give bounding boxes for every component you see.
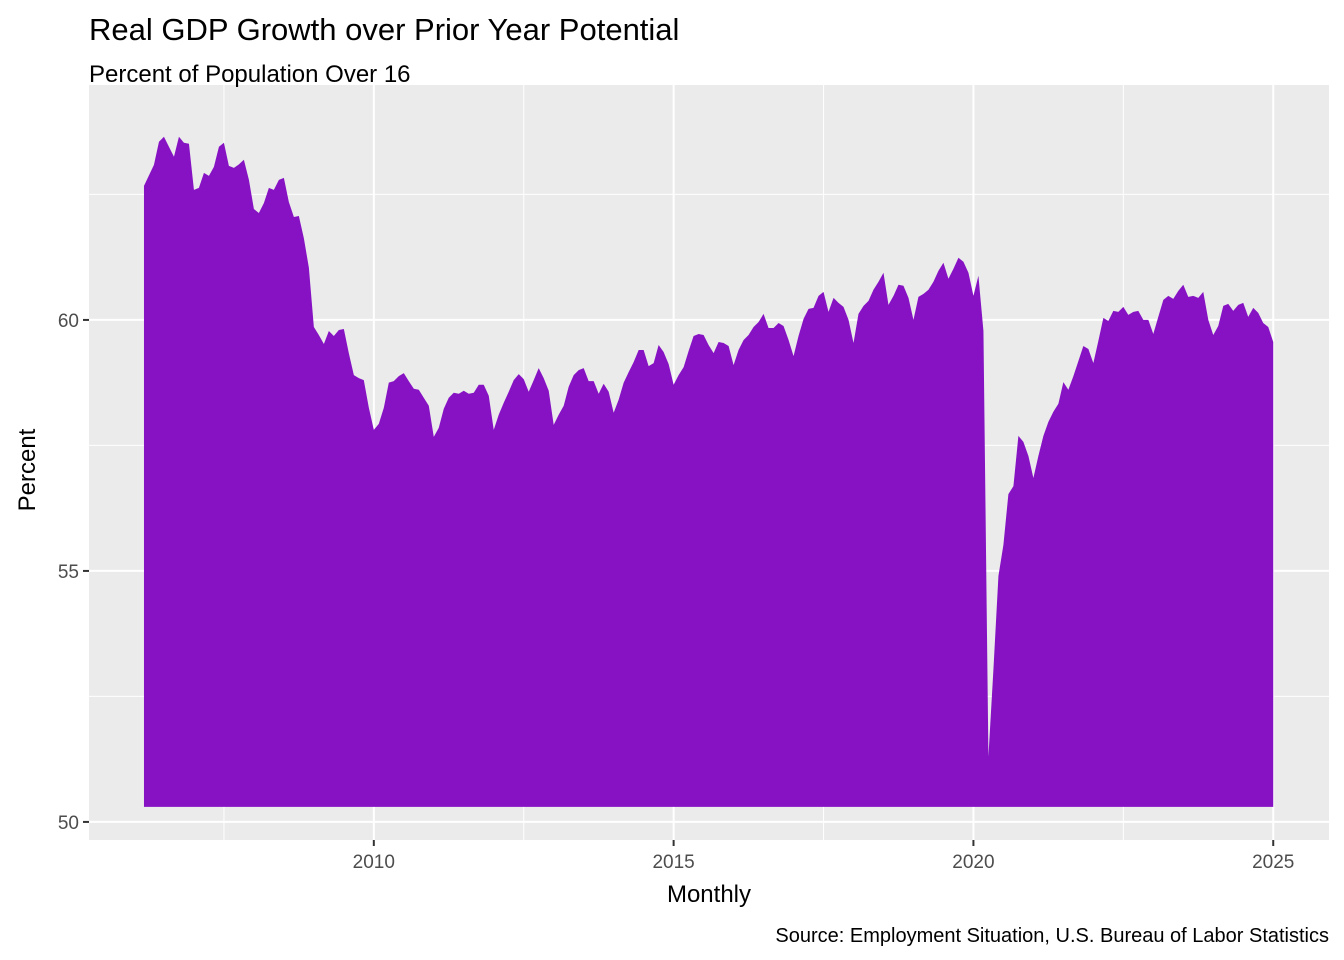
area <box>143 136 1274 807</box>
chart-title: Real GDP Growth over Prior Year Potentia… <box>89 12 679 47</box>
y-tick-label: 55 <box>58 562 79 583</box>
y-tick-label: 50 <box>58 813 79 834</box>
caption: Source: Employment Situation, U.S. Burea… <box>775 925 1329 947</box>
y-tick-label: 60 <box>58 311 79 332</box>
x-tick-label: 2010 <box>353 852 395 873</box>
marks <box>143 136 1274 807</box>
x-tick-label: 2015 <box>652 852 694 873</box>
axes: 50 55 60 2010 2015 2020 2025 <box>58 311 1295 873</box>
x-axis-label: Monthly <box>667 881 751 908</box>
chart-subtitle: Percent of Population Over 16 <box>89 61 411 88</box>
x-tick-label: 2025 <box>1252 852 1294 873</box>
y-axis-label: Percent <box>14 428 41 511</box>
x-tick-label: 2020 <box>952 852 994 873</box>
